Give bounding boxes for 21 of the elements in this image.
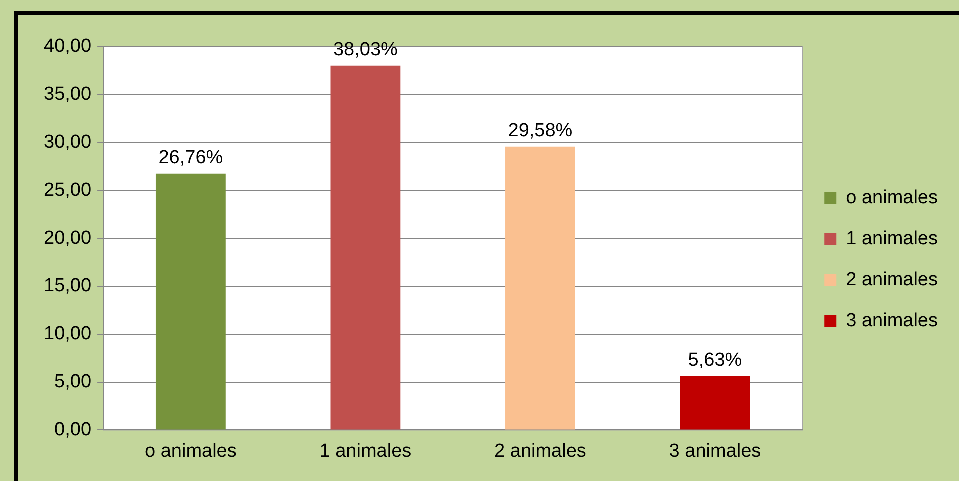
legend-label: 3 animales	[846, 310, 938, 332]
y-tick-label: 40,00	[44, 36, 92, 58]
legend-label: o animales	[846, 188, 938, 209]
legend-label: 2 animales	[846, 270, 938, 291]
x-tick-label: o animales	[144, 440, 237, 462]
y-tick-label: 25,00	[44, 180, 92, 201]
y-tick-label: 10,00	[44, 324, 92, 345]
y-tick-label: 15,00	[44, 276, 92, 297]
x-tick-label: 1 animales	[320, 440, 412, 462]
data-label: 38,03%	[333, 40, 398, 61]
x-tick-label: 3 animales	[669, 440, 762, 462]
data-label: 5,63%	[688, 350, 742, 371]
legend-label: 1 animales	[846, 228, 938, 250]
y-tick-label: 30,00	[44, 132, 92, 154]
y-tick-label: 20,00	[44, 228, 92, 249]
data-label: 26,76%	[158, 148, 224, 169]
data-label: 29,58%	[508, 120, 573, 142]
x-tick-label: 2 animales	[494, 440, 586, 462]
y-tick-label: 5,00	[54, 372, 92, 393]
y-tick-label: 35,00	[44, 84, 92, 106]
y-tick-label: 0,00	[54, 419, 92, 440]
